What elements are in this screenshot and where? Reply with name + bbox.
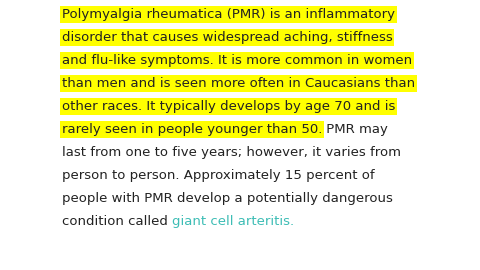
Text: disorder that causes widespread aching, stiffness: disorder that causes widespread aching, … — [62, 31, 393, 44]
Text: than men and is seen more often in Caucasians than: than men and is seen more often in Cauca… — [62, 77, 415, 90]
Text: giant cell arteritis.: giant cell arteritis. — [172, 215, 294, 228]
Text: and flu-like symptoms. It is more common in women: and flu-like symptoms. It is more common… — [62, 54, 412, 67]
Text: Polymyalgia rheumatica (PMR) is an inflammatory: Polymyalgia rheumatica (PMR) is an infla… — [62, 8, 395, 21]
Text: other races. It typically develops by age 70 and is: other races. It typically develops by ag… — [62, 100, 396, 113]
Text: rarely seen in people younger than 50.: rarely seen in people younger than 50. — [62, 123, 323, 136]
Text: last from one to five years; however, it varies from: last from one to five years; however, it… — [62, 146, 401, 159]
Text: people with PMR develop a potentially dangerous: people with PMR develop a potentially da… — [62, 192, 393, 205]
Text: person to person. Approximately 15 percent of: person to person. Approximately 15 perce… — [62, 169, 374, 182]
Text: condition called: condition called — [62, 215, 172, 228]
Text: PMR may: PMR may — [323, 123, 388, 136]
